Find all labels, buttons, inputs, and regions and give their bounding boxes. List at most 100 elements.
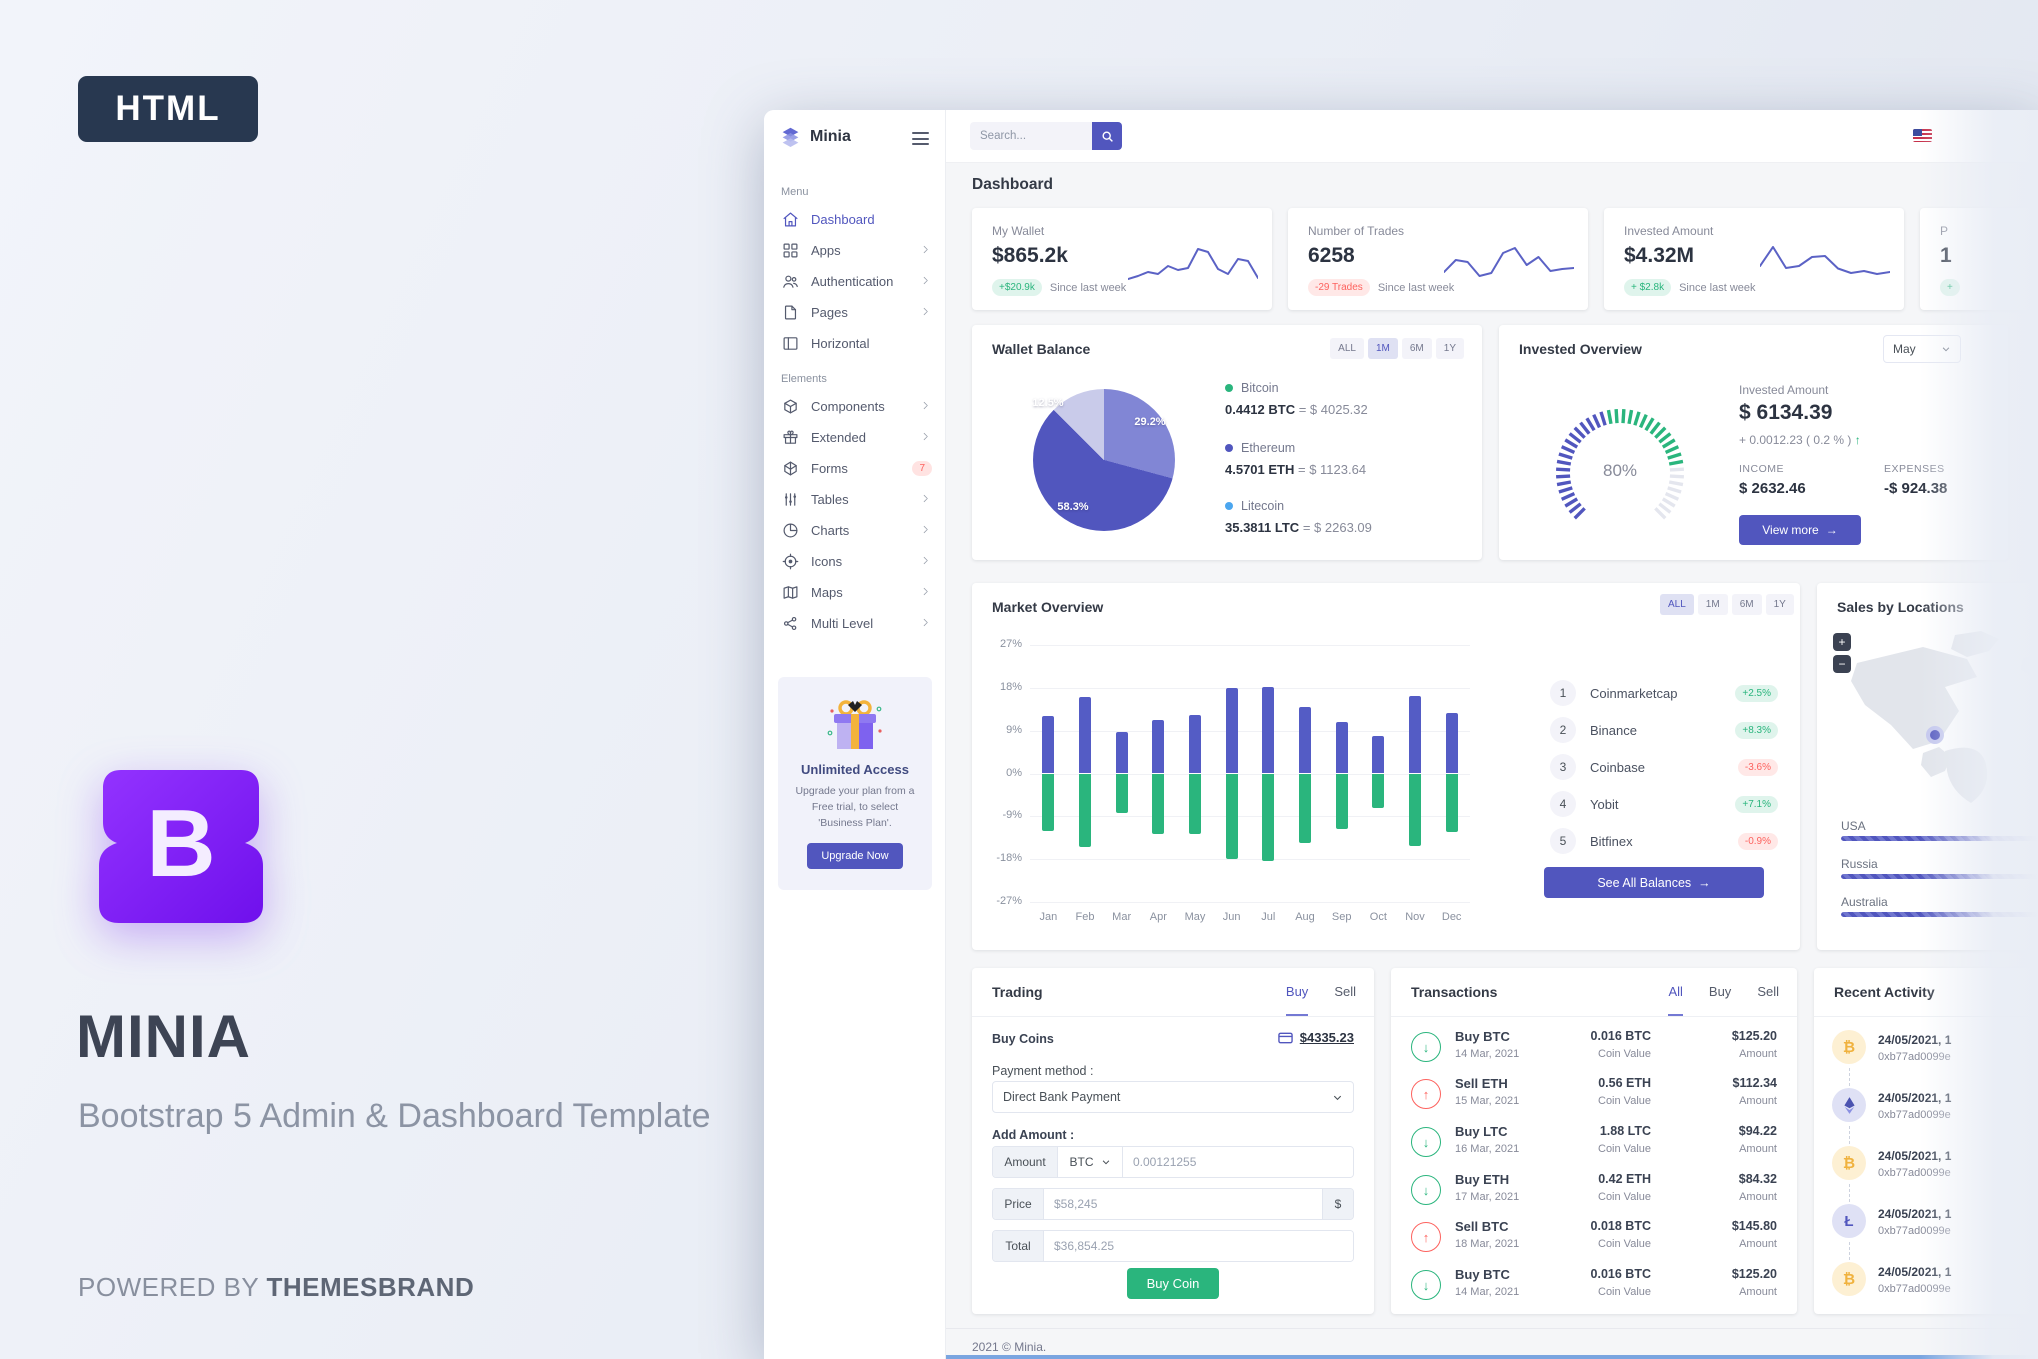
coin-value-label: Coin Value bbox=[1598, 1048, 1651, 1060]
hamburger-menu-icon[interactable] bbox=[912, 132, 929, 145]
x-axis-tick: May bbox=[1184, 911, 1206, 923]
arrow-right-icon: → bbox=[1698, 875, 1711, 890]
total-input[interactable] bbox=[1044, 1231, 1353, 1261]
exchange-rank: 2 bbox=[1550, 717, 1576, 743]
sidebar-item-icons[interactable]: Icons bbox=[764, 546, 945, 577]
litecoin-icon: Ł bbox=[1832, 1204, 1866, 1238]
sidebar-item-tables[interactable]: Tables bbox=[764, 484, 945, 515]
amount-input-group: Amount BTC bbox=[992, 1146, 1354, 1178]
map-zoom-out-button[interactable]: − bbox=[1833, 655, 1851, 673]
recent-activity-card: Recent Activity ₿ 24/05/2021, 1 0xb77ad009… bbox=[1814, 968, 2038, 1314]
buy-coin-button[interactable]: Buy Coin bbox=[1127, 1268, 1219, 1299]
gift-illustration bbox=[827, 700, 882, 749]
promo-subtitle: Bootstrap 5 Admin & Dashboard Template bbox=[78, 1097, 711, 1135]
upgrade-now-button[interactable]: Upgrade Now bbox=[807, 843, 903, 870]
sidebar-item-authentication[interactable]: Authentication bbox=[764, 266, 945, 297]
buy-coins-label: Buy Coins bbox=[992, 1032, 1054, 1046]
sidebar-item-maps[interactable]: Maps bbox=[764, 577, 945, 608]
x-axis-tick: Mar bbox=[1112, 911, 1132, 923]
coin-usd: = $ 1123.64 bbox=[1298, 462, 1367, 477]
y-axis-tick: 0% bbox=[1006, 766, 1022, 779]
coin-value-label: Coin Value bbox=[1598, 1191, 1651, 1203]
transactions-tab-all[interactable]: All bbox=[1668, 968, 1683, 1016]
bootstrap-logo: B bbox=[91, 770, 271, 923]
exchange-rank: 3 bbox=[1550, 754, 1576, 780]
stat-sparkline-chart bbox=[1127, 230, 1259, 290]
sidebar-item-apps[interactable]: Apps bbox=[764, 235, 945, 266]
market-filter-6m[interactable]: 6M bbox=[1731, 594, 1762, 615]
exchange-change-badge: +7.1% bbox=[1735, 795, 1778, 813]
market-overview-title: Market Overview bbox=[992, 599, 1104, 615]
grid-line bbox=[1030, 687, 1470, 689]
y-axis-tick: -18% bbox=[996, 852, 1022, 865]
sidebar-item-horizontal[interactable]: Horizontal bbox=[764, 328, 945, 359]
stat-value: $4.32M bbox=[1624, 244, 1695, 267]
transaction-coin-value: 0.016 BTC bbox=[1590, 1267, 1651, 1281]
stat-footer: + $2.8k Since last week bbox=[1624, 279, 1756, 296]
sidebar-item-extended[interactable]: Extended bbox=[764, 422, 945, 453]
stat-note: Since last week bbox=[1679, 281, 1756, 294]
transactions-header: Transactions All Buy Sell bbox=[1391, 968, 1797, 1017]
transactions-tab-buy[interactable]: Buy bbox=[1708, 983, 1732, 999]
balance-amount-link[interactable]: $4335.23 bbox=[1299, 1030, 1354, 1045]
stat-change-badge: + bbox=[1940, 279, 1960, 296]
y-axis-tick: 27% bbox=[999, 638, 1022, 651]
price-addon-label: Price bbox=[993, 1189, 1044, 1219]
legend-name: Ethereum bbox=[1225, 441, 1366, 455]
transaction-coin-value: 1.88 LTC bbox=[1599, 1124, 1651, 1138]
wallet-filter-1m[interactable]: 1M bbox=[1367, 338, 1398, 359]
wallet-balance-card: Wallet Balance ALL 1M 6M 1Y 29.2% 58.3% 12.5%… bbox=[972, 325, 1482, 560]
brand-link[interactable]: Minia bbox=[780, 126, 851, 147]
x-axis-tick: Jul bbox=[1261, 911, 1276, 923]
page-title: Dashboard bbox=[972, 176, 1053, 193]
wallet-filter-all[interactable]: ALL bbox=[1330, 338, 1364, 359]
activity-hash: 0xb77ad0099e bbox=[1878, 1109, 1951, 1121]
amount-input[interactable] bbox=[1123, 1147, 1353, 1177]
sidebar-item-dashboard[interactable]: Dashboard bbox=[764, 204, 945, 235]
map-marker[interactable] bbox=[1926, 726, 1944, 744]
search-input[interactable] bbox=[970, 122, 1092, 150]
transactions-list: ↓ Buy BTC 14 Mar, 2021 0.016 BTC Coin Value $… bbox=[1391, 1016, 1797, 1314]
activity-hash: 0xb77ad0099e bbox=[1878, 1051, 1951, 1063]
view-more-button[interactable]: View more → bbox=[1739, 515, 1861, 545]
sidebar-item-charts[interactable]: Charts bbox=[764, 515, 945, 546]
transaction-amount: $112.34 bbox=[1732, 1076, 1778, 1090]
see-all-balances-button[interactable]: See All Balances → bbox=[1544, 867, 1764, 898]
transactions-tab-sell[interactable]: Sell bbox=[1757, 983, 1779, 999]
target-icon bbox=[782, 553, 799, 570]
trading-tab-sell[interactable]: Sell bbox=[1334, 983, 1356, 999]
bar-positive bbox=[1225, 687, 1238, 774]
search-button[interactable] bbox=[1092, 122, 1122, 150]
payment-method-select[interactable]: Direct Bank Payment bbox=[992, 1081, 1354, 1113]
legend-dot bbox=[1225, 444, 1233, 452]
sidebar-item-forms[interactable]: Forms 7 bbox=[764, 453, 945, 484]
wallet-balance-filters: ALL 1M 6M 1Y bbox=[1330, 338, 1464, 359]
sidebar-item-components[interactable]: Components bbox=[764, 391, 945, 422]
activity-hash: 0xb77ad0099e bbox=[1878, 1225, 1951, 1237]
wallet-filter-6m[interactable]: 6M bbox=[1401, 338, 1432, 359]
coin-amount: 4.5701 ETH bbox=[1225, 462, 1295, 477]
bar-negative bbox=[1299, 773, 1311, 843]
pie-slice-label: 12.5% bbox=[1032, 397, 1064, 409]
wallet-filter-1y[interactable]: 1Y bbox=[1435, 338, 1464, 359]
stat-change-badge: + $2.8k bbox=[1624, 279, 1672, 296]
language-flag-icon[interactable] bbox=[1913, 129, 1932, 142]
market-filter-1y[interactable]: 1Y bbox=[1765, 594, 1794, 615]
currency-dropdown[interactable]: BTC bbox=[1058, 1147, 1123, 1177]
legend-name: Bitcoin bbox=[1225, 381, 1368, 395]
market-filter-1m[interactable]: 1M bbox=[1697, 594, 1728, 615]
sidebar-item-multi-level[interactable]: Multi Level bbox=[764, 608, 945, 639]
sales-by-locations-title: Sales by Locations bbox=[1837, 599, 1964, 615]
map-zoom-in-button[interactable]: + bbox=[1833, 633, 1851, 651]
stat-label: My Wallet bbox=[992, 224, 1045, 238]
transactions-tabs: All Buy Sell bbox=[1668, 968, 1779, 1016]
grid-line bbox=[1030, 730, 1470, 732]
price-input[interactable] bbox=[1044, 1189, 1322, 1219]
market-filter-all[interactable]: ALL bbox=[1660, 594, 1694, 615]
trading-tab-buy[interactable]: Buy bbox=[1285, 968, 1309, 1016]
sidebar-item-pages[interactable]: Pages bbox=[764, 297, 945, 328]
bitcoin-icon: ₿ bbox=[1832, 1030, 1866, 1064]
month-select[interactable]: May bbox=[1883, 335, 1961, 363]
bar-positive bbox=[1299, 706, 1311, 774]
sidebar-item-label: Dashboard bbox=[811, 212, 875, 227]
